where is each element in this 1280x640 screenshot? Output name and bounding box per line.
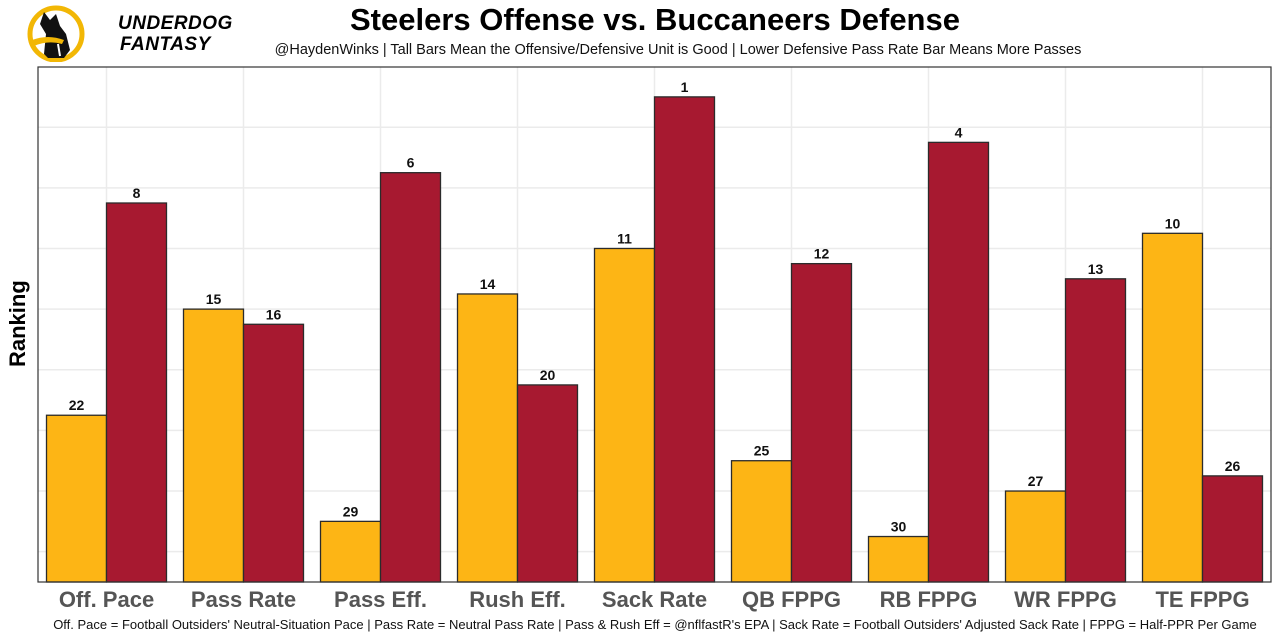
data-label: 8 <box>133 185 141 201</box>
x-tick-label: TE FPPG <box>1155 587 1249 612</box>
bar-steelers-offense <box>45 414 108 583</box>
bar-buccaneers-defense <box>242 323 305 583</box>
data-label: 4 <box>955 124 963 140</box>
bar-buccaneers-defense <box>790 262 853 583</box>
data-label: 26 <box>1225 458 1241 474</box>
data-label: 29 <box>343 503 359 519</box>
data-label: 22 <box>69 397 85 413</box>
data-label: 13 <box>1088 261 1104 277</box>
x-tick-label: Pass Rate <box>191 587 296 612</box>
bar-buccaneers-defense <box>105 202 168 583</box>
data-label: 27 <box>1028 473 1044 489</box>
plot-panel-border <box>37 66 1272 583</box>
x-tick-label: Rush Eff. <box>469 587 566 612</box>
bar-steelers-offense <box>319 520 382 583</box>
data-label: 11 <box>617 230 632 246</box>
bar-buccaneers-defense <box>379 172 442 583</box>
data-label: 1 <box>681 79 689 95</box>
data-label: 30 <box>891 519 907 535</box>
bar-steelers-offense <box>1004 490 1067 583</box>
logo-text: UNDERDOG FANTASY <box>118 13 233 55</box>
chart-caption: Off. Pace = Football Outsiders' Neutral-… <box>53 617 1257 632</box>
chart-title: Steelers Offense vs. Buccaneers Defense <box>350 2 960 37</box>
data-label: 16 <box>266 306 282 322</box>
bar-buccaneers-defense <box>516 384 579 583</box>
logo-line-1: UNDERDOG <box>118 13 233 34</box>
bar-steelers-offense <box>456 293 519 583</box>
data-label: 10 <box>1165 215 1181 231</box>
dog-mascot-icon <box>27 5 85 63</box>
data-label: 12 <box>814 246 830 262</box>
underdog-fantasy-logo: UNDERDOG FANTASY <box>26 4 232 63</box>
data-label: 14 <box>480 276 496 292</box>
bar-buccaneers-defense <box>1201 475 1264 583</box>
data-label: 25 <box>754 443 770 459</box>
bar-steelers-offense <box>182 308 245 583</box>
chart-subtitle: @HaydenWinks | Tall Bars Mean the Offens… <box>274 42 1082 58</box>
bar-steelers-offense <box>1141 232 1204 583</box>
logo-line-2: FANTASY <box>120 34 211 55</box>
data-label: 15 <box>206 291 222 307</box>
x-tick-label: Sack Rate <box>602 587 707 612</box>
x-tick-label: QB FPPG <box>742 587 841 612</box>
x-tick-label: RB FPPG <box>880 587 978 612</box>
bar-buccaneers-defense <box>1064 278 1127 583</box>
data-label: 6 <box>407 155 415 171</box>
x-tick-label: Off. Pace <box>59 587 154 612</box>
bar-steelers-offense <box>730 460 793 583</box>
bar-steelers-offense <box>593 247 656 583</box>
bars <box>45 96 1264 583</box>
data-label: 20 <box>540 367 556 383</box>
bar-buccaneers-defense <box>653 96 716 583</box>
x-tick-labels: Off. Pace Pass Rate Pass Eff. Rush Eff. Sack… <box>59 587 1250 612</box>
bar-buccaneers-defense <box>927 141 990 583</box>
x-tick-label: WR FPPG <box>1014 587 1117 612</box>
bar-steelers-offense <box>867 535 930 583</box>
x-tick-label: Pass Eff. <box>334 587 427 612</box>
